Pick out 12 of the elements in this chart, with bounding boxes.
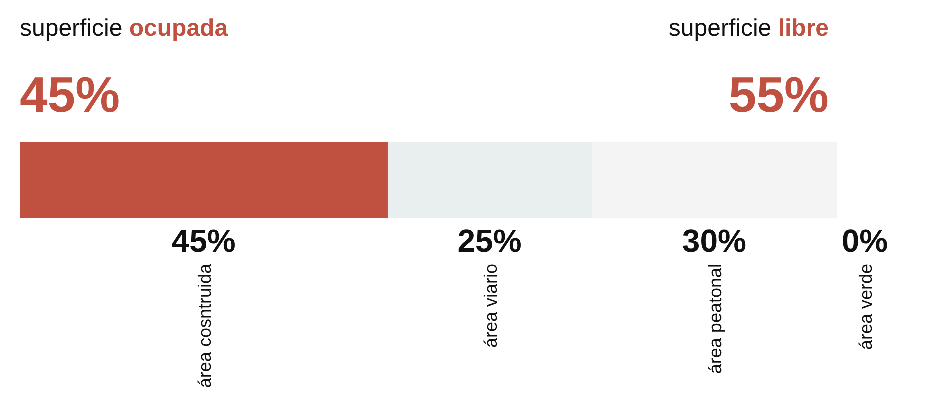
- text: área viario: [480, 264, 501, 348]
- text: 45%: [20, 67, 120, 123]
- text: superficie ocupada: [20, 15, 229, 42]
- data-label: 0%: [842, 223, 888, 259]
- text: área verde: [856, 264, 876, 350]
- text: superficie libre: [668, 15, 830, 42]
- data-label: 45%: [172, 223, 236, 259]
- text: área peatonal: [705, 264, 726, 374]
- text: área cosntruida: [194, 263, 215, 388]
- text: 55%: [728, 67, 829, 123]
- data-label: 30%: [682, 223, 746, 259]
- data-label: 25%: [458, 223, 522, 259]
